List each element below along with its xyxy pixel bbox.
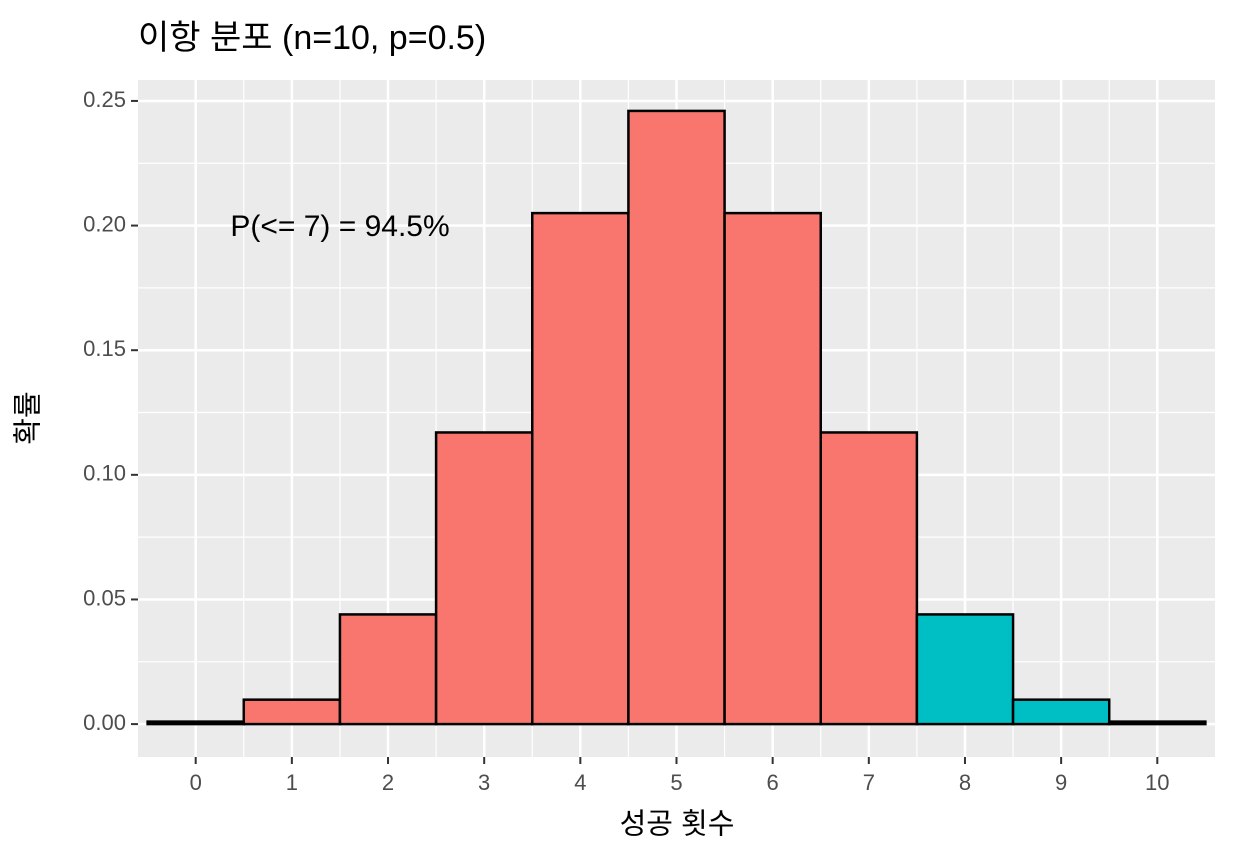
x-tick-label: 6 xyxy=(767,770,779,795)
x-axis-title: 성공 횟수 xyxy=(620,808,735,841)
y-axis-title: 확률 xyxy=(12,391,45,444)
y-tick-label: 0.25 xyxy=(83,87,126,112)
bar xyxy=(434,431,534,726)
y-tick-label: 0.20 xyxy=(83,211,126,236)
x-tick-label: 7 xyxy=(863,770,875,795)
bar xyxy=(338,613,438,726)
x-tick-label: 2 xyxy=(382,770,394,795)
x-tick-label: 4 xyxy=(574,770,586,795)
y-tick-label: 0.15 xyxy=(83,336,126,361)
chart-title: 이항 분포 (n=10, p=0.5) xyxy=(138,19,486,57)
bar xyxy=(819,431,919,726)
x-tick-label: 10 xyxy=(1145,770,1169,795)
bar xyxy=(242,698,342,726)
bar xyxy=(1011,698,1111,726)
x-tick-label: 3 xyxy=(478,770,490,795)
bar xyxy=(146,720,246,726)
bar xyxy=(627,109,726,726)
x-tick-label: 0 xyxy=(190,770,202,795)
x-tick-label: 1 xyxy=(286,770,298,795)
y-tick-label: 0.00 xyxy=(83,710,126,735)
annotation: P(<= 7) = 94.5% xyxy=(230,210,449,243)
y-tick-label: 0.10 xyxy=(83,461,126,486)
y-tick-label: 0.05 xyxy=(83,585,126,610)
x-tick-label: 9 xyxy=(1055,770,1067,795)
bar xyxy=(915,613,1015,726)
bar xyxy=(723,211,822,726)
x-tick-label: 5 xyxy=(670,770,682,795)
bar xyxy=(1107,720,1207,726)
x-tick-label: 8 xyxy=(959,770,971,795)
bar xyxy=(531,211,630,726)
